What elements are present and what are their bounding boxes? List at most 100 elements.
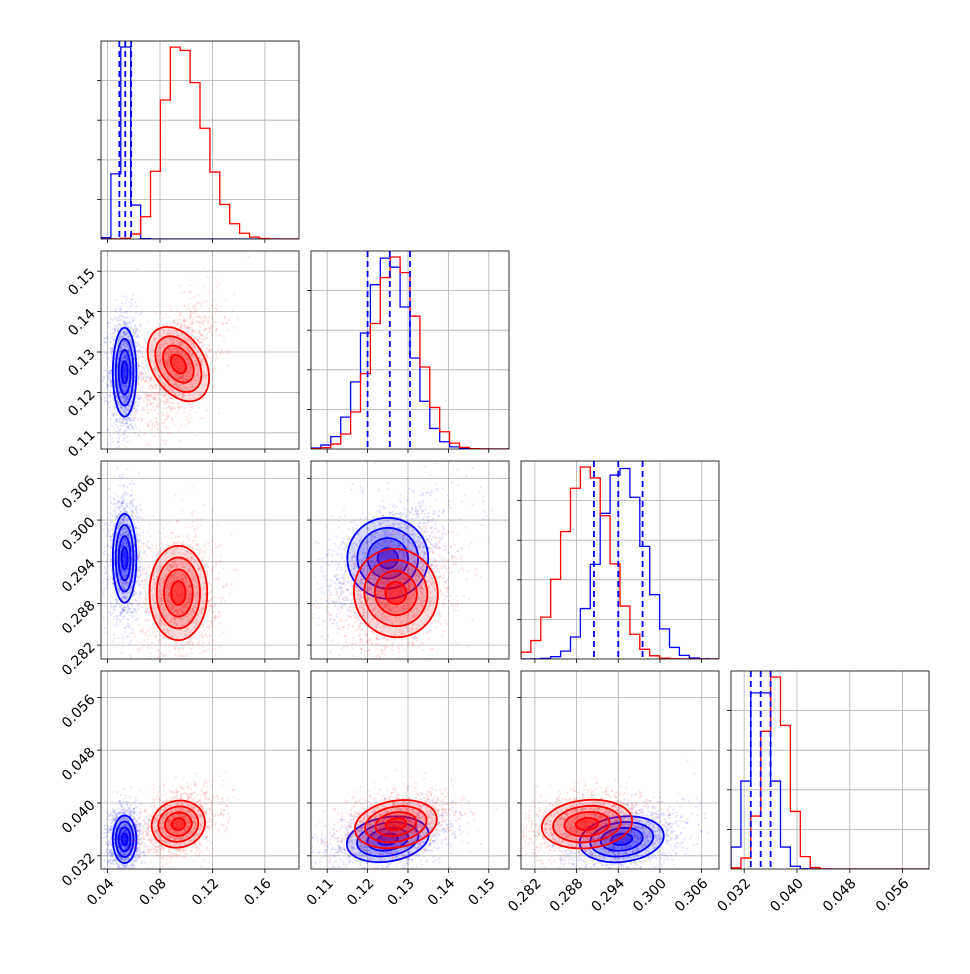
scatter-point — [134, 514, 136, 516]
scatter-point — [136, 508, 138, 510]
scatter-point — [190, 310, 192, 312]
scatter-point — [137, 418, 139, 420]
scatter-point — [130, 641, 132, 643]
scatter-point — [211, 569, 213, 571]
scatter-point — [138, 533, 140, 535]
scatter-point — [203, 504, 205, 506]
scatter-point — [137, 434, 139, 436]
scatter-point — [109, 418, 111, 420]
scatter-point — [141, 363, 143, 365]
scatter-point — [131, 316, 133, 318]
scatter-point — [106, 560, 108, 562]
scatter-point — [186, 418, 188, 420]
scatter-point — [115, 518, 117, 520]
scatter-point — [154, 425, 156, 427]
scatter-point — [171, 402, 173, 404]
scatter-point — [137, 549, 139, 551]
scatter-point — [125, 296, 127, 298]
scatter-point — [105, 522, 107, 524]
scatter-point — [158, 656, 160, 658]
scatter-point — [138, 541, 140, 543]
scatter-point — [120, 425, 122, 427]
scatter-point — [157, 392, 159, 394]
scatter-point — [195, 304, 197, 306]
scatter-point — [144, 379, 146, 381]
scatter-point — [109, 555, 111, 557]
scatter-point — [118, 509, 120, 511]
scatter-point — [145, 598, 147, 600]
scatter-point — [143, 400, 145, 402]
scatter-point — [137, 377, 139, 379]
scatter-point — [114, 421, 116, 423]
scatter-point — [206, 357, 208, 359]
scatter-point — [115, 507, 117, 509]
scatter-point — [173, 424, 175, 426]
scatter-point — [112, 397, 114, 399]
scatter-point — [210, 349, 212, 351]
scatter-point — [162, 407, 164, 409]
scatter-point — [124, 615, 126, 617]
scatter-point — [133, 331, 135, 333]
scatter-point — [164, 395, 166, 397]
scatter-point — [194, 330, 196, 332]
scatter-point — [124, 379, 126, 381]
scatter-point — [170, 532, 172, 534]
scatter-point — [105, 388, 107, 390]
scatter-point — [149, 656, 151, 658]
scatter-point — [225, 322, 227, 324]
scatter-point — [124, 631, 126, 633]
scatter-point — [147, 331, 149, 333]
scatter-point — [190, 648, 192, 650]
scatter-point — [222, 335, 224, 337]
scatter-point — [151, 424, 153, 426]
scatter-point — [216, 304, 218, 306]
scatter-point — [150, 429, 152, 431]
scatter-point — [164, 403, 166, 405]
scatter-point — [112, 586, 114, 588]
scatter-point — [119, 306, 121, 308]
scatter-point — [205, 354, 207, 356]
scatter-point — [138, 590, 140, 592]
scatter-point — [118, 438, 120, 440]
scatter-point — [97, 585, 99, 587]
scatter-point — [105, 586, 107, 588]
scatter-point — [141, 387, 143, 389]
scatter-point — [120, 324, 122, 326]
scatter-point — [117, 495, 119, 497]
scatter-point — [124, 454, 126, 456]
scatter-point — [105, 331, 107, 333]
scatter-point — [114, 609, 116, 611]
scatter-point — [154, 392, 156, 394]
scatter-point — [195, 321, 197, 323]
scatter-point — [214, 307, 216, 309]
scatter-point — [220, 352, 222, 354]
scatter-point — [114, 325, 116, 327]
scatter-point — [109, 575, 111, 577]
scatter-point — [214, 654, 216, 656]
scatter-point — [215, 353, 217, 355]
scatter-point — [192, 510, 194, 512]
scatter-point — [218, 616, 220, 618]
scatter-point — [107, 403, 109, 405]
scatter-point — [185, 535, 187, 537]
scatter-point — [198, 331, 200, 333]
scatter-point — [129, 483, 131, 485]
scatter-point — [150, 409, 152, 411]
scatter-point — [109, 434, 111, 436]
scatter-point — [111, 425, 113, 427]
scatter-point — [144, 396, 146, 398]
scatter-point — [129, 611, 131, 613]
scatter-point — [119, 497, 121, 499]
scatter-point — [103, 617, 105, 619]
scatter-point — [217, 348, 219, 350]
scatter-point — [152, 426, 154, 428]
scatter-point — [135, 557, 137, 559]
scatter-point — [131, 611, 133, 613]
scatter-point — [136, 404, 138, 406]
scatter-point — [188, 534, 190, 536]
scatter-point — [129, 440, 131, 442]
scatter-point — [179, 285, 181, 287]
scatter-point — [211, 549, 213, 551]
scatter-point — [109, 564, 111, 566]
scatter-point — [136, 353, 138, 355]
